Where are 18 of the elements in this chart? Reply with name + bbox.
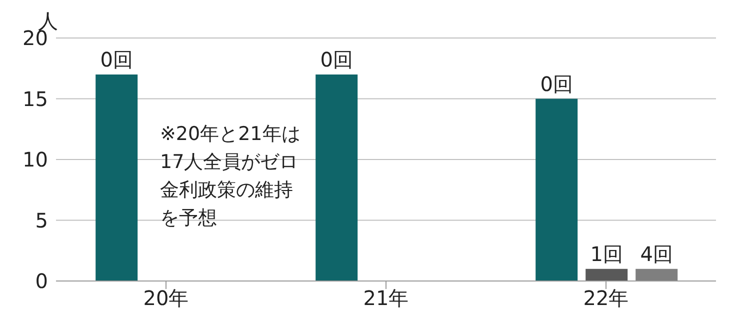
bar — [96, 74, 138, 281]
series-label: 1回 — [590, 242, 623, 266]
text: 0回 — [320, 47, 353, 72]
x-tick-label: 21年 — [363, 286, 409, 310]
bar — [586, 268, 628, 281]
text: 0回 — [540, 72, 573, 96]
x-tick-label: 20年 — [143, 286, 189, 310]
y-tick-label: 10 — [22, 148, 48, 172]
series-label: 4回 — [640, 242, 673, 266]
y-tick-label: 5 — [35, 208, 48, 232]
bar — [536, 98, 578, 281]
y-tick-label: 15 — [22, 86, 48, 111]
bar — [636, 268, 678, 281]
annotation: ※20年と21年は17人全員がゼロ金利政策の維持を予想 — [160, 122, 302, 231]
y-tick-label: 0 — [35, 269, 48, 294]
bar — [316, 74, 358, 281]
series-label: 0回 — [100, 47, 133, 72]
x-tick-label: 22年 — [583, 286, 629, 310]
